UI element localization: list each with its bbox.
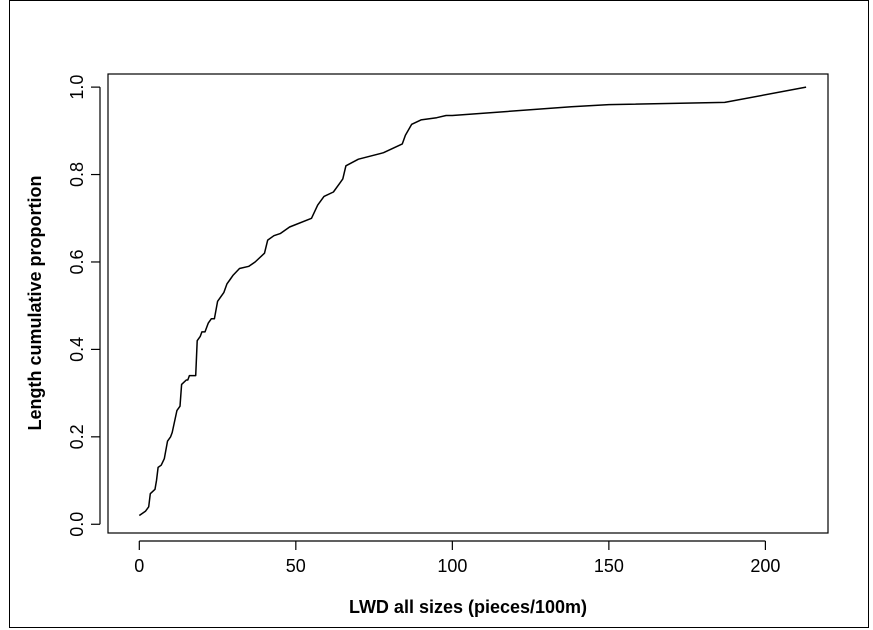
x-axis: 0 50 100 150 200 [134,540,780,576]
x-tick-label: 150 [594,556,624,576]
y-axis: 0.0 0.2 0.4 0.6 0.8 1.0 [67,75,101,537]
x-tick-label: 0 [134,556,144,576]
y-tick-label: 0.8 [67,162,87,187]
plot-area-border [107,73,829,534]
y-tick-label: 0.2 [67,424,87,449]
y-tick-label: 0.6 [67,249,87,274]
y-tick-label: 1.0 [67,75,87,100]
y-tick-label: 0.4 [67,337,87,362]
x-axis-title: LWD all sizes (pieces/100m) [349,597,587,617]
cumulative-proportion-line [138,86,807,517]
y-tick-label: 0.0 [67,512,87,537]
x-tick-label: 50 [286,556,306,576]
series-layer [138,86,807,517]
x-tick-label: 100 [437,556,467,576]
y-axis-title: Length cumulative proportion [25,176,45,431]
figure-frame [9,0,869,628]
x-tick-label: 200 [750,556,780,576]
